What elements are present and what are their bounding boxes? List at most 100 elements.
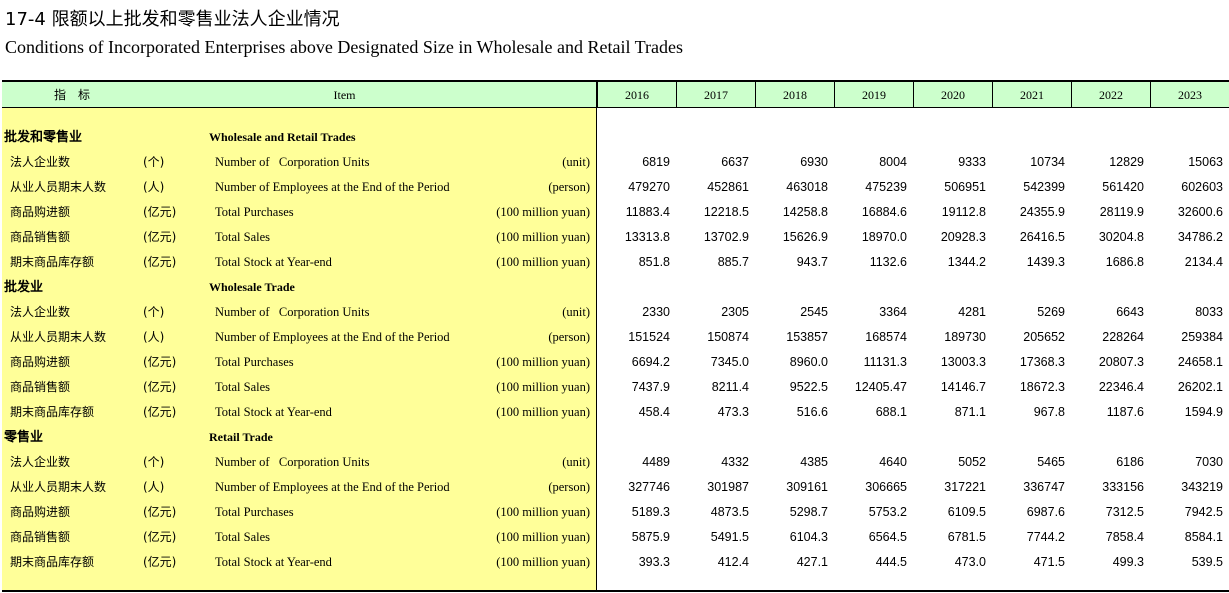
indicator-en: Number of Employees at the End of the Pe… [215,330,450,344]
data-cell: 871.1 [954,405,986,419]
indicator-cn: 期末商品库存额 [10,405,95,419]
data-cell: 479270 [628,180,670,194]
indicator-cn: 法人企业数 [10,455,71,469]
data-cell: 20807.3 [1098,355,1144,369]
unit-en: (100 million yuan) [496,230,590,244]
data-cell: 13702.9 [703,230,749,244]
indicator-cn: 从业人员期末人数 [10,480,107,494]
data-cell: 26202.1 [1177,380,1223,394]
section-heading-row: 批发业 Wholesale Trade [0,275,1229,300]
section-title-en: Wholesale and Retail Trades [209,130,356,144]
data-cell: 4873.5 [710,505,749,519]
data-cell: 30204.8 [1098,230,1144,244]
data-cell: 473.3 [717,405,749,419]
indicator-cn: 商品销售额 [10,230,71,244]
data-cell: 309161 [786,480,828,494]
header-year: 2022 [1071,82,1150,107]
data-cell: 6781.5 [947,530,986,544]
header-year: 2018 [755,82,834,107]
data-cell: 26416.5 [1019,230,1065,244]
data-cell: 11131.3 [863,355,907,369]
unit-cn: (亿元) [143,405,177,419]
unit-en: (person) [548,330,590,344]
indicator-cn: 商品购进额 [10,505,71,519]
data-cell: 471.5 [1033,555,1065,569]
data-cell: 4489 [642,455,670,469]
header-year: 2023 [1150,82,1229,107]
data-cell: 6930 [800,155,828,169]
data-cell: 32600.6 [1177,205,1223,219]
data-cell: 259384 [1181,330,1223,344]
data-cell: 499.3 [1112,555,1144,569]
indicator-cn: 商品购进额 [10,355,71,369]
data-cell: 6104.3 [789,530,828,544]
indicator-cn: 商品购进额 [10,205,71,219]
data-cell: 452861 [707,180,749,194]
table-header: 指 标 Item 2016 2017 2018 2019 2020 2021 2022 202… [2,82,1229,108]
data-cell: 458.4 [638,405,670,419]
section-title-en: Retail Trade [209,430,273,444]
unit-cn: (人) [143,180,165,194]
header-item: Item [333,88,356,102]
data-cell: 327746 [628,480,670,494]
unit-cn: (人) [143,330,165,344]
unit-en: (person) [548,480,590,494]
unit-cn: (亿元) [143,555,177,569]
data-cell: 16884.6 [861,205,907,219]
data-cell: 15626.9 [782,230,828,244]
unit-cn: (亿元) [143,255,177,269]
data-cell: 24658.1 [1177,355,1223,369]
data-cell: 336747 [1023,480,1065,494]
bottom-rule [2,590,1229,592]
data-cell: 4332 [721,455,749,469]
data-cell: 22346.4 [1098,380,1144,394]
data-cell: 475239 [865,180,907,194]
data-cell: 7744.2 [1026,530,1065,544]
data-cell: 6186 [1116,455,1144,469]
unit-cn: (亿元) [143,355,177,369]
data-cell: 8004 [879,155,907,169]
table-row: 期末商品库存额 (亿元) Total Stock at Year-end (100 m… [0,550,1229,575]
unit-en: (100 million yuan) [496,405,590,419]
data-cell: 412.4 [717,555,749,569]
data-cell: 7437.9 [631,380,670,394]
table-row: 法人企业数 (个) Number of Corporation Units (unit… [0,300,1229,325]
data-cell: 7312.5 [1105,505,1144,519]
table-row: 商品购进额 (亿元) Total Purchases (100 million yua… [0,350,1229,375]
unit-cn: (亿元) [143,505,177,519]
header-year: 2017 [676,82,755,107]
unit-en: (100 million yuan) [496,255,590,269]
table-row: 商品销售额 (亿元) Total Sales (100 million yuan) 13… [0,225,1229,250]
data-cell: 851.8 [638,255,670,269]
indicator-cn: 法人企业数 [10,305,71,319]
data-cell: 301987 [707,480,749,494]
data-cell: 561420 [1102,180,1144,194]
data-cell: 151524 [628,330,670,344]
data-cell: 14146.7 [940,380,986,394]
table-row: 从业人员期末人数 (人) Number of Employees at the En… [0,175,1229,200]
data-cell: 885.7 [717,255,749,269]
data-cell: 34786.2 [1177,230,1223,244]
data-cell: 8211.4 [711,380,749,394]
data-cell: 2134.4 [1184,255,1223,269]
header-year: 2016 [597,82,676,107]
unit-en: (100 million yuan) [496,355,590,369]
indicator-en: Total Purchases [215,205,294,219]
data-cell: 8033 [1195,305,1223,319]
data-cell: 24355.9 [1019,205,1065,219]
indicator-cn: 期末商品库存额 [10,255,95,269]
data-cell: 333156 [1102,480,1144,494]
data-cell: 153857 [786,330,828,344]
indicator-en: Number of Corporation Units [215,305,370,319]
data-cell: 189730 [944,330,986,344]
column-divider [596,82,597,590]
unit-cn: (亿元) [143,230,177,244]
data-cell: 393.3 [638,555,670,569]
section-title-en: Wholesale Trade [209,280,295,294]
data-cell: 150874 [707,330,749,344]
data-cell: 444.5 [875,555,907,569]
data-cell: 5491.5 [710,530,749,544]
indicator-cn: 从业人员期末人数 [10,180,107,194]
data-cell: 6987.6 [1026,505,1065,519]
data-cell: 1439.3 [1026,255,1065,269]
